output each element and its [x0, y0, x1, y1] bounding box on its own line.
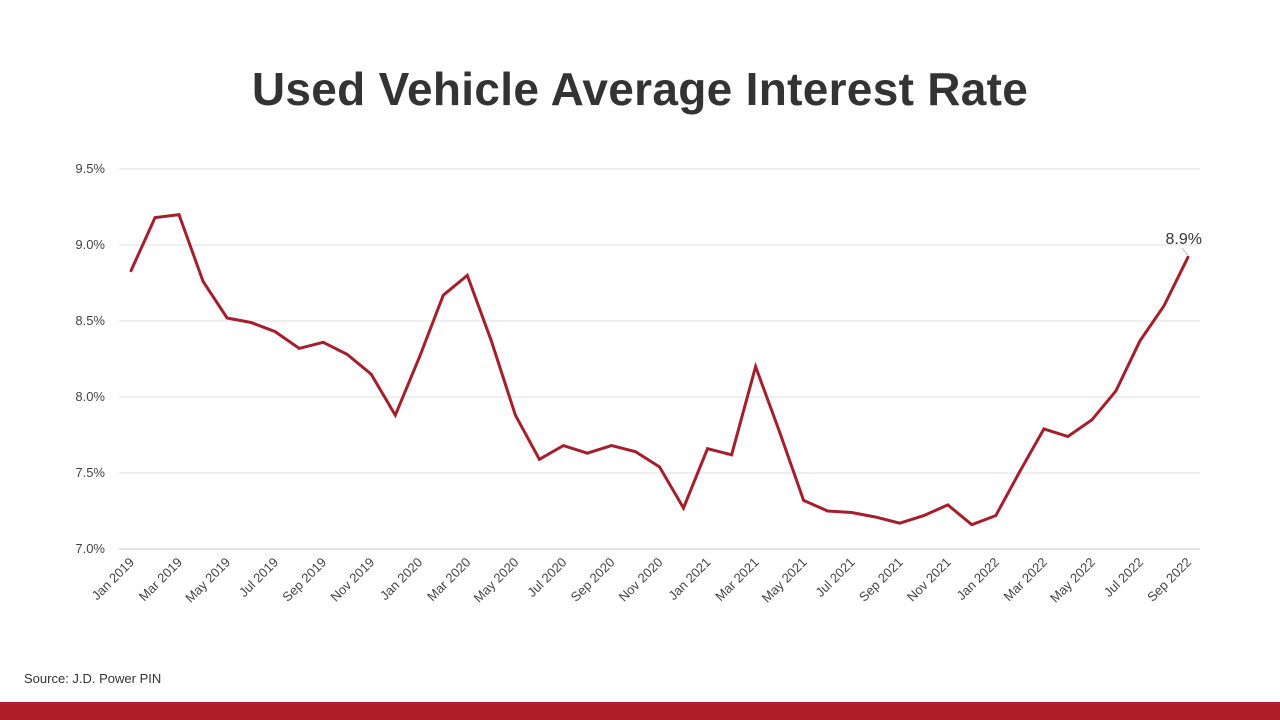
data-point	[850, 511, 854, 514]
data-point	[658, 465, 661, 469]
data-point	[682, 506, 685, 510]
x-tick-label: Jul 2019	[236, 555, 281, 600]
series-layer	[129, 212, 1190, 527]
data-point	[297, 346, 301, 350]
data-point	[826, 509, 830, 513]
x-tick-label: Nov 2020	[616, 555, 666, 605]
data-point	[201, 280, 205, 283]
data-point	[465, 274, 469, 277]
x-tick-label: Jan 2022	[954, 555, 1002, 603]
data-point	[225, 316, 229, 320]
data-point	[730, 453, 733, 457]
data-point	[369, 372, 373, 376]
x-tick-label: Nov 2021	[904, 555, 954, 605]
x-tick-label: Sep 2022	[1144, 555, 1194, 605]
y-axis: 7.0% 7.5% 8.0% 8.5% 9.0% 9.5%	[75, 161, 105, 556]
x-tick-label: Sep 2021	[856, 555, 906, 605]
data-point	[417, 356, 421, 359]
x-tick-label: Mar 2019	[136, 555, 185, 604]
y-tick-label: 8.5%	[75, 313, 105, 328]
data-point	[1042, 427, 1046, 431]
x-tick-label: Jan 2019	[89, 555, 137, 603]
data-labels: 8.9%	[1166, 231, 1202, 256]
x-tick-label: Mar 2020	[424, 555, 473, 604]
data-point	[249, 321, 253, 324]
data-point	[1186, 255, 1190, 259]
data-point	[489, 339, 493, 343]
y-tick-label: 7.5%	[75, 465, 105, 480]
data-point	[1090, 418, 1094, 422]
x-tick-label: Mar 2022	[1001, 555, 1050, 604]
data-point	[946, 503, 950, 507]
y-tick-label: 9.5%	[75, 161, 105, 176]
data-point	[634, 450, 637, 454]
data-point	[706, 447, 709, 451]
data-point	[778, 430, 782, 434]
data-point	[586, 451, 589, 455]
data-point	[129, 269, 133, 273]
chart-title: Used Vehicle Average Interest Rate	[251, 63, 1029, 115]
data-point	[1066, 435, 1070, 438]
data-point	[898, 521, 902, 525]
data-point	[321, 340, 325, 344]
x-tick-label: Jul 2020	[524, 555, 569, 600]
data-point	[562, 444, 565, 448]
data-label: 8.9%	[1166, 231, 1202, 248]
x-tick-label: Jul 2022	[1101, 555, 1146, 600]
data-point	[610, 444, 613, 448]
data-point	[1162, 304, 1166, 308]
x-tick-label: Sep 2019	[279, 555, 329, 605]
x-tick-label: May 2020	[471, 555, 522, 606]
data-point	[513, 413, 517, 417]
data-point	[874, 515, 878, 519]
x-tick-label: May 2019	[182, 555, 233, 606]
data-point	[1114, 389, 1118, 393]
data-point	[177, 213, 181, 217]
data-point	[537, 457, 541, 461]
data-point	[441, 293, 445, 297]
data-point	[153, 216, 157, 220]
y-tick-label: 7.0%	[75, 541, 105, 556]
data-point	[273, 330, 277, 334]
y-tick-label: 9.0%	[75, 237, 105, 252]
x-tick-label: May 2022	[1047, 555, 1098, 606]
x-tick-label: Jan 2020	[377, 555, 425, 603]
data-point	[922, 514, 926, 517]
data-point	[1138, 339, 1142, 343]
footer-accent-bar	[0, 702, 1280, 720]
x-tick-label: May 2021	[759, 555, 810, 606]
x-tick-label: Jul 2021	[812, 555, 857, 600]
data-point	[754, 365, 757, 368]
data-point	[1018, 470, 1022, 473]
gridlines	[119, 168, 1200, 550]
data-point	[393, 413, 397, 417]
x-tick-label: Mar 2021	[712, 555, 761, 604]
x-tick-label: Nov 2019	[327, 555, 377, 605]
data-label-leader	[1181, 247, 1189, 256]
data-point	[994, 514, 998, 517]
x-tick-label: Jan 2021	[665, 555, 713, 603]
x-tick-label: Sep 2020	[568, 555, 618, 605]
source-note: Source: J.D. Power PIN	[24, 671, 162, 686]
data-point	[345, 353, 349, 356]
series-line	[129, 212, 1190, 527]
data-point	[970, 523, 974, 527]
y-tick-label: 8.0%	[75, 389, 105, 404]
data-point	[802, 498, 806, 502]
